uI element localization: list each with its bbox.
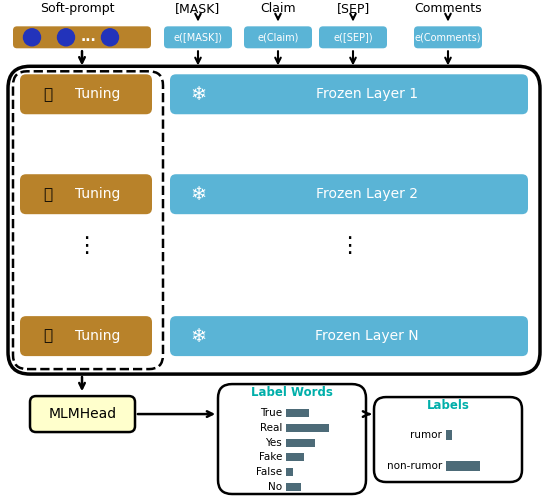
Text: non-rumor: non-rumor xyxy=(387,461,442,471)
Bar xyxy=(286,454,304,461)
FancyBboxPatch shape xyxy=(218,384,366,494)
Text: 🔥: 🔥 xyxy=(43,186,53,202)
FancyBboxPatch shape xyxy=(20,74,152,114)
Text: ❄: ❄ xyxy=(190,184,206,204)
Circle shape xyxy=(101,29,118,46)
Text: e([SEP]): e([SEP]) xyxy=(333,32,373,42)
Bar xyxy=(286,409,309,417)
Text: 🔥: 🔥 xyxy=(43,329,53,344)
Text: Tuning: Tuning xyxy=(75,187,121,201)
Text: ❄: ❄ xyxy=(190,327,206,346)
Text: ⋮: ⋮ xyxy=(338,236,360,256)
Text: MLMHead: MLMHead xyxy=(48,407,117,421)
FancyBboxPatch shape xyxy=(319,26,387,48)
Text: e(Claim): e(Claim) xyxy=(258,32,299,42)
Bar xyxy=(286,483,301,491)
FancyBboxPatch shape xyxy=(20,174,152,214)
FancyBboxPatch shape xyxy=(414,26,482,48)
Bar xyxy=(446,461,480,471)
Text: e(Comments): e(Comments) xyxy=(415,32,481,42)
Text: True: True xyxy=(260,408,282,418)
Text: Frozen Layer 2: Frozen Layer 2 xyxy=(316,187,418,201)
FancyBboxPatch shape xyxy=(13,26,151,48)
Text: Frozen Layer 1: Frozen Layer 1 xyxy=(316,87,418,101)
Text: ⋮: ⋮ xyxy=(75,236,97,256)
Bar xyxy=(446,430,452,440)
Text: rumor: rumor xyxy=(410,430,442,440)
Text: e([MASK]): e([MASK]) xyxy=(174,32,222,42)
Text: Tuning: Tuning xyxy=(75,87,121,101)
FancyBboxPatch shape xyxy=(170,174,528,214)
FancyBboxPatch shape xyxy=(374,397,522,482)
Text: Fake: Fake xyxy=(259,453,282,462)
Text: No: No xyxy=(268,482,282,492)
Text: Comments: Comments xyxy=(414,2,482,15)
Circle shape xyxy=(24,29,41,46)
Text: Frozen Layer N: Frozen Layer N xyxy=(315,329,419,343)
Text: 🔥: 🔥 xyxy=(43,87,53,102)
Text: Yes: Yes xyxy=(265,437,282,448)
Text: [SEP]: [SEP] xyxy=(336,2,369,15)
Text: Soft-prompt: Soft-prompt xyxy=(40,2,114,15)
Bar xyxy=(286,438,315,447)
Text: Label Words: Label Words xyxy=(251,386,333,399)
Text: Real: Real xyxy=(260,423,282,433)
Bar xyxy=(286,424,329,432)
FancyBboxPatch shape xyxy=(244,26,312,48)
FancyBboxPatch shape xyxy=(170,74,528,114)
Text: [MASK]: [MASK] xyxy=(175,2,221,15)
Bar xyxy=(286,468,293,476)
FancyBboxPatch shape xyxy=(164,26,232,48)
Text: Claim: Claim xyxy=(260,2,296,15)
Text: False: False xyxy=(256,467,282,477)
Text: Labels: Labels xyxy=(426,399,470,412)
FancyBboxPatch shape xyxy=(30,396,135,432)
Text: ...: ... xyxy=(80,30,96,44)
FancyBboxPatch shape xyxy=(20,316,152,356)
Text: ❄: ❄ xyxy=(190,85,206,104)
FancyBboxPatch shape xyxy=(170,316,528,356)
FancyBboxPatch shape xyxy=(8,67,540,374)
Text: Tuning: Tuning xyxy=(75,329,121,343)
Circle shape xyxy=(58,29,75,46)
